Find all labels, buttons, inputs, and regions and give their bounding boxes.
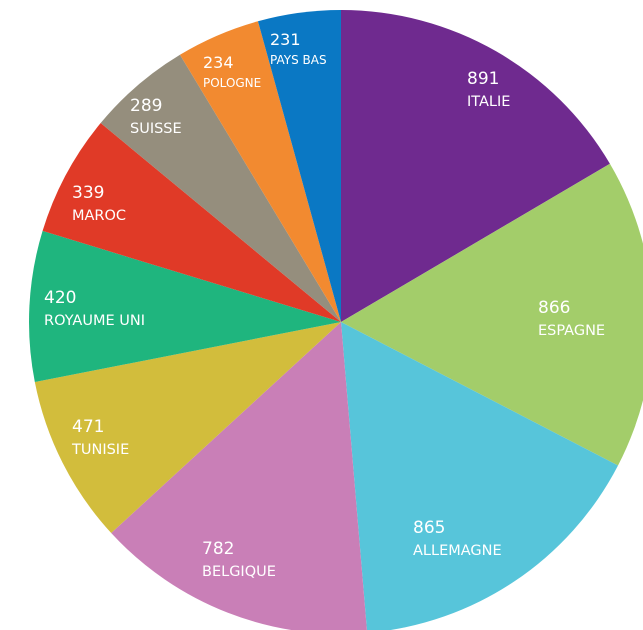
pie-slice-allemagne <box>341 322 619 630</box>
slice-category-label: POLOGNE <box>203 76 261 90</box>
pie-slice-suisse <box>100 54 341 322</box>
slice-value-label: 234 <box>203 53 234 72</box>
slice-category-label: PAYS BAS <box>270 53 327 67</box>
slice-value-label: 289 <box>130 96 162 116</box>
pie-slices <box>29 10 643 630</box>
slice-category-label: ESPAGNE <box>538 323 605 339</box>
slice-value-label: 420 <box>44 288 76 308</box>
slice-category-label: ALLEMAGNE <box>413 543 502 559</box>
slice-value-label: 471 <box>72 417 104 437</box>
slice-category-label: ITALIE <box>467 94 510 110</box>
slice-value-label: 339 <box>72 183 104 203</box>
pie-slice-royaume-uni <box>29 230 342 383</box>
pie-slice-espagne <box>341 163 643 466</box>
pie-slice-pologne <box>179 21 341 322</box>
slice-value-label: 866 <box>538 298 570 318</box>
slice-value-label: 782 <box>202 539 234 559</box>
slice-category-label: SUISSE <box>130 121 182 137</box>
slice-category-label: TUNISIE <box>71 442 129 458</box>
slice-category-label: MAROC <box>72 208 126 224</box>
slice-category-label: BELGIQUE <box>202 564 276 580</box>
slice-value-label: 231 <box>270 30 301 49</box>
pie-slice-italie <box>341 10 610 322</box>
pie-slice-pays-bas <box>257 10 341 322</box>
pie-slice-maroc <box>42 123 342 322</box>
slice-value-label: 865 <box>413 518 445 538</box>
pie-slice-belgique <box>111 322 367 630</box>
slice-category-label: ROYAUME UNI <box>44 313 145 329</box>
pie-slice-tunisie <box>34 322 341 534</box>
slice-labels: 891 ITALIE 866 ESPAGNE 865 ALLEMAGNE 782 BELGIQ… <box>44 30 605 580</box>
slice-value-label: 891 <box>467 69 499 89</box>
